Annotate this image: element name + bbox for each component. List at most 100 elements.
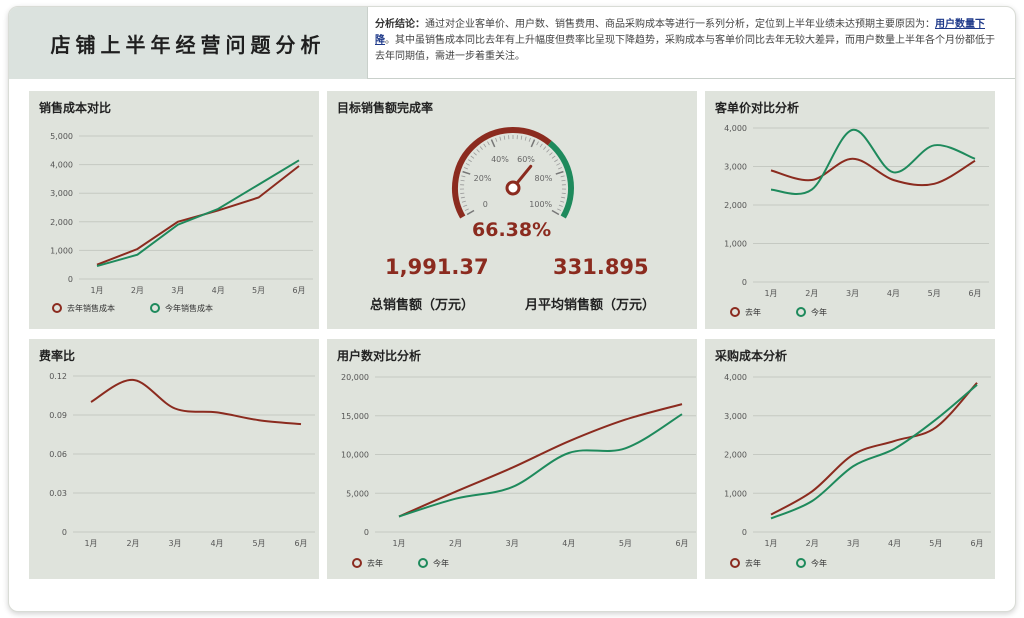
x-tick-label: 4月 <box>562 539 575 548</box>
legend-label: 今年 <box>433 558 449 568</box>
x-tick-label: 4月 <box>888 539 901 548</box>
y-tick-label: 4,000 <box>724 373 747 382</box>
panel-title: 客单价对比分析 <box>715 101 800 115</box>
gauge-tick <box>546 149 550 153</box>
x-tick-label: 1月 <box>764 539 777 548</box>
series-line-this-year <box>770 384 978 520</box>
gauge-tick <box>558 204 563 207</box>
legend-label: 今年销售成本 <box>165 303 213 313</box>
sales-cost-chart: 0 1,000 2,000 3,000 4,000 5,000 1月 2月 3月 4月 5月 6月去年… <box>50 132 313 313</box>
conclusion-text: 分析结论：通过对企业客单价、用户数、销售费用、商品采购成本等进行一系列分析，定位… <box>375 17 999 65</box>
gauge-tick <box>561 179 566 182</box>
legend-marker <box>150 303 160 313</box>
legend-marker <box>796 558 806 568</box>
panel-title: 销售成本对比 <box>39 101 112 115</box>
gauge-tick <box>554 159 558 163</box>
x-tick-label: 5月 <box>252 539 265 548</box>
y-tick-label: 0 <box>742 528 747 537</box>
gauge-tick <box>463 167 468 170</box>
x-tick-label: 2月 <box>126 539 139 548</box>
gauge-tick <box>557 208 562 211</box>
gauge-tick <box>468 159 472 163</box>
y-tick-label: 4,000 <box>724 124 747 133</box>
conclusion-highlight: 用户数量下降 <box>375 19 985 46</box>
y-tick-label: 2,000 <box>724 201 747 210</box>
legend-label: 今年 <box>811 558 827 568</box>
gauge-tick <box>464 208 469 211</box>
y-tick-label: 0 <box>68 275 73 284</box>
series-line-this-year <box>770 128 976 195</box>
total-sales-label: 总销售额（万元） <box>370 298 475 313</box>
gauge-tick-label: 20% <box>474 174 492 183</box>
series-line-last-year <box>770 157 976 187</box>
gauge-tick <box>556 163 561 166</box>
y-tick-label: 10,000 <box>341 451 369 460</box>
y-tick-label: 0 <box>364 528 369 537</box>
legend-label: 去年 <box>745 307 761 317</box>
gauge-tick <box>470 155 475 159</box>
y-tick-label: 0.12 <box>49 372 67 381</box>
gauge-tick <box>460 196 465 199</box>
gauge-tick <box>461 175 466 178</box>
y-tick-label: 1,000 <box>724 240 747 249</box>
series-line-this-year <box>398 413 683 518</box>
gauge-tick <box>487 141 490 146</box>
series-line-last-year <box>770 382 978 516</box>
x-tick-label: 2月 <box>805 289 818 298</box>
x-tick-label: 4月 <box>212 286 225 295</box>
monthly-avg-value: 331.895 <box>553 255 649 279</box>
gauge-tick-label: 100% <box>529 200 552 209</box>
gauge-tick <box>558 167 563 170</box>
gauge-hub <box>505 180 521 196</box>
gauge-arc-remaining <box>547 140 574 219</box>
gauge-tick <box>495 137 498 142</box>
gauge-tick <box>499 136 502 141</box>
panel-target: 目标销售额完成率 0 20% 40% 60% 80% 100% 66.38% 1,991.… <box>327 91 697 329</box>
legend-marker <box>796 307 806 317</box>
x-tick-label: 6月 <box>294 539 307 548</box>
gauge-tick-label: 80% <box>535 174 553 183</box>
y-tick-label: 5,000 <box>50 132 73 141</box>
gauge-tick <box>551 155 556 159</box>
x-tick-label: 6月 <box>292 286 305 295</box>
panel-title: 采购成本分析 <box>715 349 788 363</box>
gauge-tick <box>560 175 565 178</box>
y-tick-label: 1,000 <box>50 246 73 255</box>
gauge-tick <box>549 152 553 156</box>
gauge-tick <box>463 204 468 207</box>
conclusion-text-part2: 。其中虽销售成本同比去年有上升幅度但费率比呈现下降趋势，采购成本与客单价同比去年… <box>375 35 995 62</box>
y-tick-label: 0.03 <box>49 489 67 498</box>
x-tick-label: 1月 <box>392 539 405 548</box>
gauge-tick <box>551 209 560 216</box>
rate-chart: 0 0.03 0.06 0.09 0.12 1月 2月 3月 4月 5月 6月 <box>49 372 315 548</box>
gauge-tick <box>530 139 536 148</box>
y-tick-label: 5,000 <box>346 489 369 498</box>
panel-sales-cost: 销售成本对比 0 1,000 2,000 3,000 4,000 5,000 1月 2月 3月 4… <box>29 91 319 329</box>
x-tick-label: 3月 <box>846 289 859 298</box>
gauge-tick <box>461 200 466 203</box>
legend-label: 去年 <box>367 558 383 568</box>
header-divider <box>367 78 1015 79</box>
x-tick-label: 5月 <box>928 289 941 298</box>
legend-marker <box>418 558 428 568</box>
gauge-tick <box>560 200 565 203</box>
y-tick-label: 0 <box>62 528 67 537</box>
x-tick-label: 6月 <box>968 289 981 298</box>
panel-rate: 费率比 0 0.03 0.06 0.09 0.12 1月 2月 3月 4月 5月 6月 <box>29 339 319 579</box>
series-line-last-year <box>398 403 683 518</box>
series-line-last-year <box>90 378 302 426</box>
x-tick-label: 5月 <box>619 539 632 548</box>
gauge-tick <box>520 135 523 140</box>
series-line-this-year <box>96 159 300 268</box>
gauge-tick <box>465 163 470 166</box>
y-tick-label: 0 <box>742 278 747 287</box>
panel-title: 用户数对比分析 <box>337 349 422 363</box>
y-tick-label: 0.06 <box>49 450 67 459</box>
y-tick-label: 3,000 <box>724 163 747 172</box>
panel-purchase: 采购成本分析 0 1,000 2,000 3,000 4,000 1月 2月 3月 4月 5月 6月… <box>705 339 995 579</box>
legend-marker <box>730 558 740 568</box>
y-tick-label: 4,000 <box>50 161 73 170</box>
page-title: 店铺上半年经营问题分析 <box>50 32 326 57</box>
